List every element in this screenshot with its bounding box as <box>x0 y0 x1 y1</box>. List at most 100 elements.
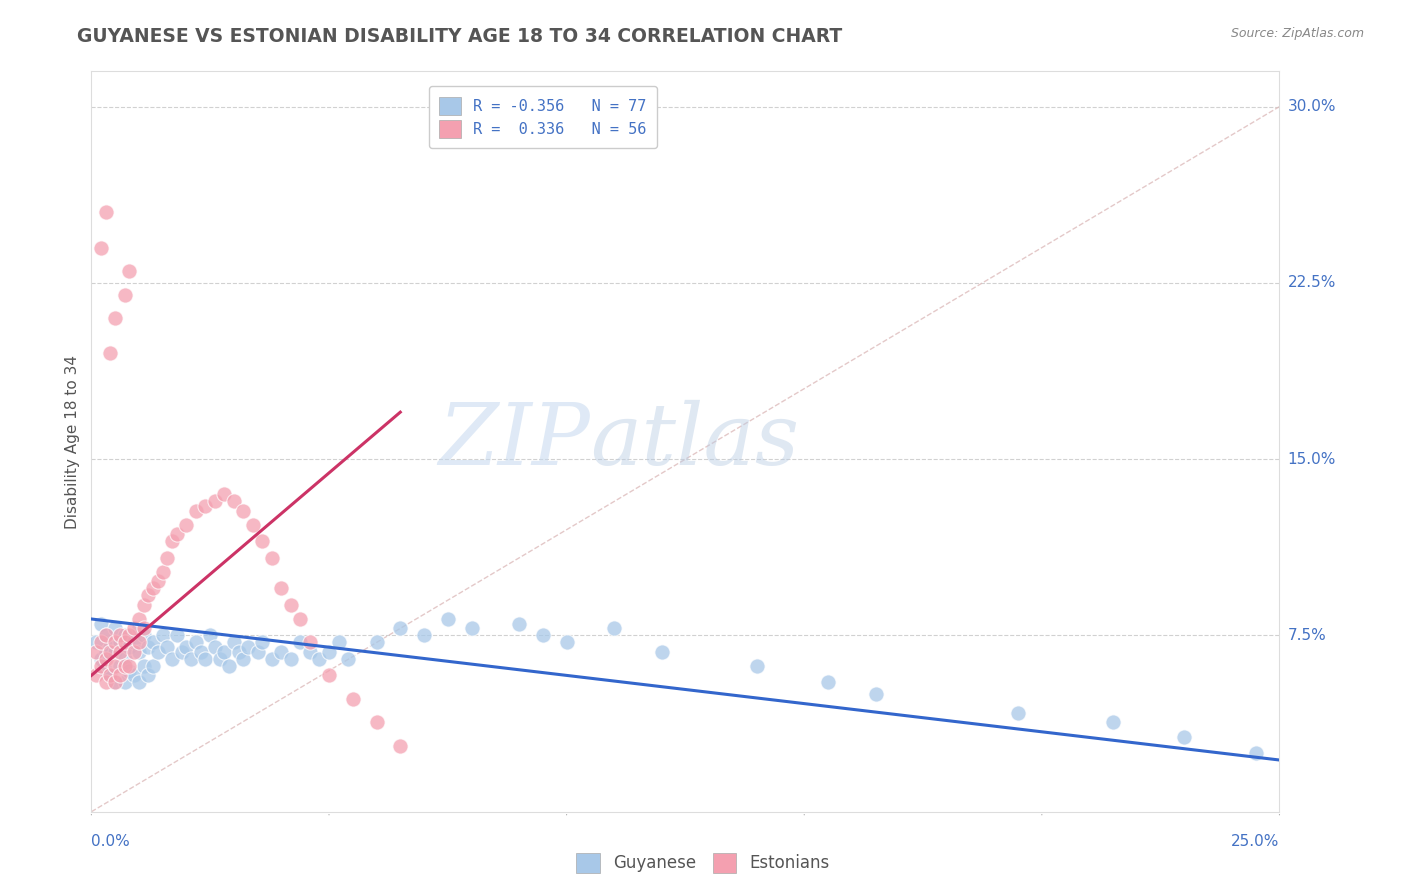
Point <box>90 616 112 631</box>
Point <box>160 534 183 549</box>
Point <box>94 628 117 642</box>
Point <box>128 612 150 626</box>
Point <box>166 527 188 541</box>
Point <box>132 621 155 635</box>
Point <box>118 659 141 673</box>
Point <box>817 675 839 690</box>
Point <box>104 675 127 690</box>
Point <box>318 645 340 659</box>
Point <box>232 504 254 518</box>
Point <box>318 668 340 682</box>
Point <box>308 652 330 666</box>
Point <box>100 668 122 682</box>
Point <box>194 652 217 666</box>
Point <box>651 645 673 659</box>
Point <box>118 640 141 655</box>
Point <box>104 635 127 649</box>
Text: GUYANESE VS ESTONIAN DISABILITY AGE 18 TO 34 CORRELATION CHART: GUYANESE VS ESTONIAN DISABILITY AGE 18 T… <box>77 27 842 45</box>
Point <box>90 659 112 673</box>
Point <box>176 640 198 655</box>
Point <box>118 264 141 278</box>
Point <box>208 652 231 666</box>
Point <box>122 645 145 659</box>
Point <box>128 635 150 649</box>
Point <box>246 645 269 659</box>
Point <box>184 504 207 518</box>
Point <box>122 621 145 635</box>
Point <box>238 640 260 655</box>
Point <box>84 645 107 659</box>
Point <box>290 612 312 626</box>
Point <box>108 659 131 673</box>
Point <box>1007 706 1029 720</box>
Point <box>104 675 127 690</box>
Point <box>1244 746 1267 760</box>
Text: 30.0%: 30.0% <box>1288 99 1336 114</box>
Point <box>218 659 240 673</box>
Point <box>180 652 202 666</box>
Point <box>389 621 412 635</box>
Point <box>108 668 131 682</box>
Point <box>84 635 107 649</box>
Point <box>290 635 312 649</box>
Point <box>108 645 131 659</box>
Text: Source: ZipAtlas.com: Source: ZipAtlas.com <box>1230 27 1364 40</box>
Point <box>194 499 217 513</box>
Point <box>132 628 155 642</box>
Point <box>531 628 554 642</box>
Point <box>122 635 145 649</box>
Point <box>114 675 136 690</box>
Point <box>389 739 412 753</box>
Point <box>122 668 145 682</box>
Point <box>104 645 127 659</box>
Point <box>252 534 274 549</box>
Point <box>152 628 174 642</box>
Point <box>436 612 458 626</box>
Point <box>104 311 127 326</box>
Point <box>146 645 169 659</box>
Point <box>128 645 150 659</box>
Point <box>260 550 283 565</box>
Point <box>298 645 321 659</box>
Point <box>146 574 169 589</box>
Point <box>94 675 117 690</box>
Point <box>100 346 122 360</box>
Point <box>184 635 207 649</box>
Point <box>138 668 160 682</box>
Text: 7.5%: 7.5% <box>1288 628 1326 643</box>
Point <box>142 659 165 673</box>
Point <box>328 635 350 649</box>
Point <box>603 621 626 635</box>
Point <box>114 287 136 301</box>
Point <box>118 664 141 678</box>
Point <box>94 205 117 219</box>
Point <box>270 582 292 596</box>
Point <box>170 645 193 659</box>
Text: ZIP: ZIP <box>439 401 591 483</box>
Text: 25.0%: 25.0% <box>1232 834 1279 849</box>
Y-axis label: Disability Age 18 to 34: Disability Age 18 to 34 <box>65 354 80 529</box>
Point <box>460 621 482 635</box>
Point <box>94 628 117 642</box>
Point <box>104 621 127 635</box>
Point <box>366 635 388 649</box>
Point <box>204 640 226 655</box>
Point <box>114 635 136 649</box>
Point <box>176 518 198 533</box>
Point <box>84 668 107 682</box>
Point <box>200 628 222 642</box>
Point <box>745 659 768 673</box>
Legend: R = -0.356   N = 77, R =  0.336   N = 56: R = -0.356 N = 77, R = 0.336 N = 56 <box>429 87 657 148</box>
Point <box>260 652 283 666</box>
Point <box>413 628 436 642</box>
Point <box>100 640 122 655</box>
Text: atlas: atlas <box>591 401 800 483</box>
Point <box>138 589 160 603</box>
Point <box>232 652 254 666</box>
Point <box>142 582 165 596</box>
Point <box>138 640 160 655</box>
Point <box>508 616 530 631</box>
Point <box>118 628 141 642</box>
Point <box>160 652 183 666</box>
Point <box>337 652 360 666</box>
